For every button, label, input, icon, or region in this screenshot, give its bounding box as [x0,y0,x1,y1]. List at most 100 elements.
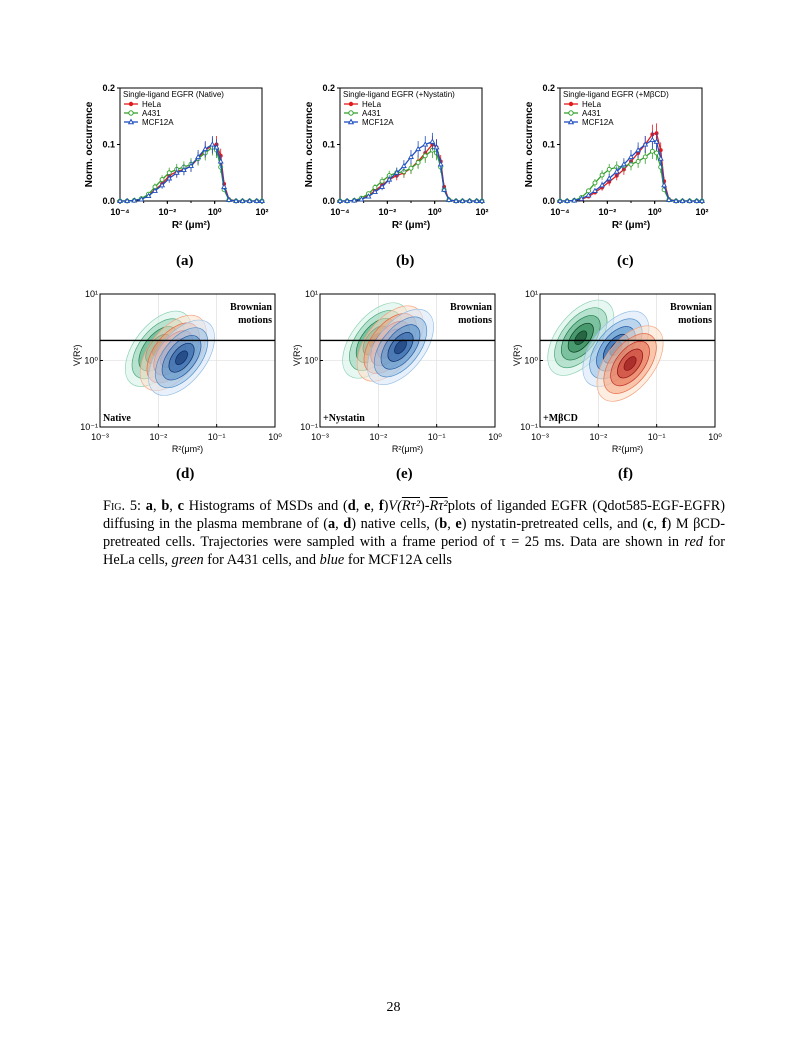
legend-label-mcf12a: MCF12A [142,118,174,127]
data-point [606,175,613,181]
condition-label: Native [103,413,131,424]
y-tick-label: 10⁰ [524,356,538,366]
x-tick-label: 10⁻² [598,207,616,217]
caption-text: , [653,516,662,532]
data-point [188,162,194,169]
data-point [379,183,386,189]
y-axis-label: V(R²) [512,344,522,366]
data-point [654,150,659,156]
data-point [591,187,598,193]
data-point [400,162,407,169]
data-point [459,197,466,204]
x-tick-label: 10⁻³ [311,432,329,442]
histogram-panel-c: 0.0 0.1 0.2 10⁻⁴ 10⁻² 10⁰ 10² R² (μm²) Norm. occ… [520,82,710,242]
y-tick-label: 0.0 [102,196,115,206]
x-tick-label: 10⁻¹ [428,432,446,442]
data-point [124,197,131,204]
density-contour [623,356,637,371]
brownian-label: Brownian [230,302,272,313]
legend-label-mcf12a: MCF12A [582,118,614,127]
caption-text: , [169,498,178,514]
data-point [225,196,232,202]
y-tick-label: 0.2 [542,83,555,93]
y-axis-label: V(R²) [292,344,302,366]
panel-label-e: (e) [396,466,413,482]
caption-panel-ref: f [661,516,667,532]
x-tick-label: 10⁻⁴ [550,207,569,217]
data-point [679,197,686,204]
y-tick-label: 10⁰ [84,356,98,366]
brownian-label: motions [458,315,492,326]
caption-color-word: blue [319,552,345,568]
brownian-label: motions [238,315,272,326]
series-line-mcf12a [120,143,262,202]
contour-panel-d: 10⁻³ 10⁻² 10⁻¹ 10⁰ 10⁻¹ 10⁰ 10¹ R²(μm²) V(R²) Bro… [72,288,288,463]
data-point [151,187,158,193]
caption-text: , [335,516,344,532]
data-point [635,158,641,164]
data-point [195,153,202,159]
x-axis-label: R² (μm²) [172,220,210,231]
data-point [686,197,693,204]
panel-label-b: (b) [396,253,415,269]
legend-marker [348,110,354,116]
data-point [613,168,620,174]
brownian-label: Brownian [670,302,712,313]
density-blobs [124,310,215,396]
data-point [657,155,664,161]
data-point [358,196,365,202]
caption-panel-ref: b [439,516,448,532]
panel-label-a: (a) [176,253,194,269]
data-point [408,165,414,171]
caption-panel-ref: a [327,516,336,532]
y-axis-label: Norm. occurrence [524,101,535,187]
data-point [166,175,173,181]
y-axis-label: Norm. occurrence [84,101,95,187]
data-point [221,183,228,189]
data-point [351,197,358,203]
data-point [138,196,145,202]
data-point [253,197,260,204]
panel-label-f: (f) [618,466,633,482]
data-point [599,172,605,178]
x-tick-label: 10⁻² [149,432,167,442]
caption-text: plots of liganded EGFR (Qdot585-EGF-EGFR… [103,498,725,532]
data-point [445,196,452,202]
data-point [239,197,246,204]
density-contour [175,350,188,365]
x-tick-label: 10⁻³ [91,432,109,442]
caption-color-word: red [684,534,703,550]
y-tick-label: 0.1 [542,140,555,150]
caption-math: V( [388,498,402,514]
x-tick-label: 10⁻⁴ [330,207,349,217]
data-point [466,197,473,204]
data-point [628,153,634,159]
caption-color-word: green [171,552,204,568]
legend-label-hela: HeLa [362,100,382,109]
contour-chart-f: 10⁻³ 10⁻² 10⁻¹ 10⁰ 10⁻¹ 10⁰ 10¹ R²(μm²) V(R²) Bro… [512,289,722,454]
legend-marker [568,110,574,116]
data-point [209,141,216,147]
caption-text: for A431 cells, and [203,552,320,568]
density-blobs [547,299,664,402]
data-point [653,138,660,144]
data-point [649,136,656,143]
legend-label-hela: HeLa [142,100,162,109]
data-point [585,192,592,198]
data-point [393,169,400,175]
data-point [453,197,460,204]
x-axis-label: R²(μm²) [392,444,423,454]
data-point [117,197,123,204]
legend-marker [347,118,355,125]
page-number: 28 [386,1000,401,1015]
caption-text: ) nystatin-pretreated cells, and ( [461,516,648,532]
legend-marker [128,101,134,107]
data-point [145,192,152,198]
caption-math-overline: Rτ² [429,498,448,514]
condition-label: +Nystatin [323,413,365,424]
x-tick-label: 10⁻⁴ [110,207,129,217]
data-point [635,146,642,153]
data-point [337,197,343,204]
density-mcf12a [148,319,215,396]
